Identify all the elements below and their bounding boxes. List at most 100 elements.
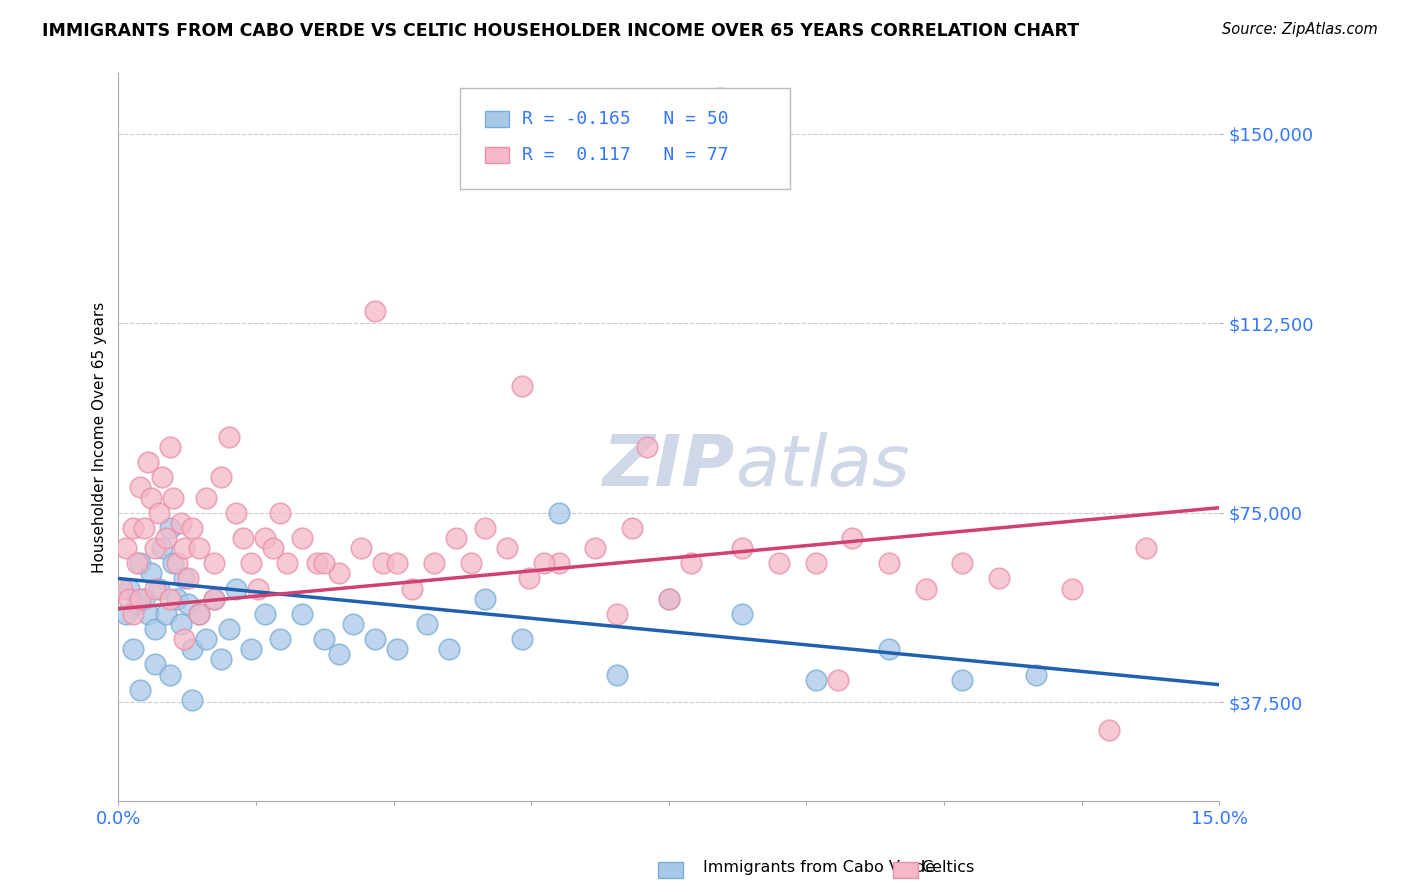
Point <box>474 591 496 606</box>
Point <box>155 531 177 545</box>
Point <box>510 632 533 647</box>
Point <box>141 491 163 505</box>
Point <box>129 591 152 606</box>
Point <box>180 642 202 657</box>
Point <box>180 693 202 707</box>
Point <box>134 521 156 535</box>
Point <box>209 470 232 484</box>
Point <box>159 667 181 681</box>
FancyBboxPatch shape <box>485 147 509 163</box>
Point <box>679 557 702 571</box>
Point <box>209 652 232 666</box>
Point <box>254 531 277 545</box>
Point <box>371 557 394 571</box>
Point <box>177 597 200 611</box>
Point <box>122 642 145 657</box>
Point <box>218 430 240 444</box>
Point <box>291 607 314 621</box>
Point <box>328 648 350 662</box>
Point <box>474 521 496 535</box>
Point <box>148 506 170 520</box>
Point <box>188 541 211 556</box>
Y-axis label: Householder Income Over 65 years: Householder Income Over 65 years <box>93 301 107 573</box>
Point <box>166 557 188 571</box>
Point <box>143 541 166 556</box>
Point <box>111 582 134 596</box>
Point <box>269 506 291 520</box>
Point <box>143 622 166 636</box>
Point <box>269 632 291 647</box>
Point <box>349 541 371 556</box>
Point <box>202 557 225 571</box>
Point <box>173 632 195 647</box>
Point <box>155 607 177 621</box>
Point <box>180 521 202 535</box>
Point <box>118 582 141 596</box>
Text: Immigrants from Cabo Verde: Immigrants from Cabo Verde <box>703 860 935 874</box>
Point <box>768 557 790 571</box>
Point <box>1025 667 1047 681</box>
Point <box>658 591 681 606</box>
Point <box>143 582 166 596</box>
Point <box>519 572 541 586</box>
Point <box>621 521 644 535</box>
Point <box>636 440 658 454</box>
Text: Celtics: Celtics <box>921 860 974 874</box>
Point <box>950 557 973 571</box>
Point <box>437 642 460 657</box>
Point <box>364 303 387 318</box>
Point <box>141 566 163 581</box>
Point <box>583 541 606 556</box>
Point <box>328 566 350 581</box>
Point <box>444 531 467 545</box>
Point <box>709 91 731 105</box>
Point <box>122 521 145 535</box>
Point <box>166 591 188 606</box>
Point <box>510 379 533 393</box>
Point <box>312 632 335 647</box>
Point <box>658 591 681 606</box>
Point <box>129 481 152 495</box>
Point <box>173 572 195 586</box>
Point <box>1135 541 1157 556</box>
Point <box>136 607 159 621</box>
Point <box>342 617 364 632</box>
Point <box>1098 723 1121 738</box>
Point <box>606 607 628 621</box>
Point <box>143 657 166 672</box>
Point <box>162 557 184 571</box>
Point <box>188 607 211 621</box>
Point <box>239 557 262 571</box>
Point <box>254 607 277 621</box>
Point <box>387 642 409 657</box>
FancyBboxPatch shape <box>460 87 790 189</box>
Text: R =  0.117   N = 77: R = 0.117 N = 77 <box>523 146 730 164</box>
Text: atlas: atlas <box>735 432 910 500</box>
Point <box>225 506 247 520</box>
Point <box>312 557 335 571</box>
Point <box>804 673 827 687</box>
Text: Source: ZipAtlas.com: Source: ZipAtlas.com <box>1222 22 1378 37</box>
Point <box>173 541 195 556</box>
Point <box>291 531 314 545</box>
Point <box>125 557 148 571</box>
Point <box>170 516 193 530</box>
Point <box>162 491 184 505</box>
Text: R = -0.165   N = 50: R = -0.165 N = 50 <box>523 110 730 128</box>
Point <box>387 557 409 571</box>
Point <box>877 557 900 571</box>
Point <box>195 491 218 505</box>
Text: ZIP: ZIP <box>603 432 735 500</box>
Point <box>118 591 141 606</box>
FancyBboxPatch shape <box>485 111 509 127</box>
Point <box>364 632 387 647</box>
Point <box>496 541 519 556</box>
Point <box>415 617 437 632</box>
Point <box>914 582 936 596</box>
Point <box>232 531 254 545</box>
Point <box>276 557 298 571</box>
Point <box>225 582 247 596</box>
Point <box>804 557 827 571</box>
Point <box>134 591 156 606</box>
Text: IMMIGRANTS FROM CABO VERDE VS CELTIC HOUSEHOLDER INCOME OVER 65 YEARS CORRELATIO: IMMIGRANTS FROM CABO VERDE VS CELTIC HOU… <box>42 22 1080 40</box>
